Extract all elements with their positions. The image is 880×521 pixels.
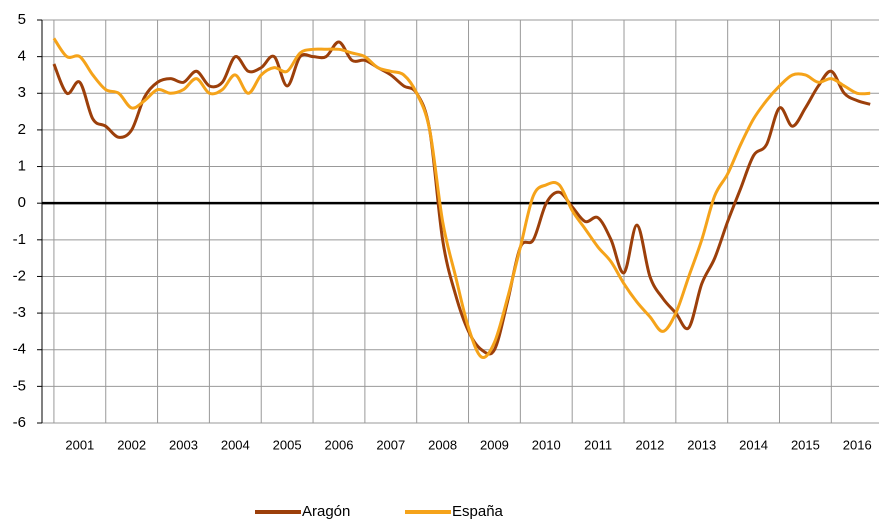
y-tick-label: -4: [13, 341, 26, 358]
y-tick-label: -5: [13, 377, 26, 394]
y-tick-label: 0: [18, 194, 26, 211]
x-tick-label: 2008: [428, 437, 457, 452]
y-tick-label: 2: [18, 121, 26, 138]
series-line: [52, 37, 871, 359]
x-tick-label: 2016: [843, 437, 872, 452]
y-tick-label: -3: [13, 304, 26, 321]
x-tick-label: 2011: [584, 437, 612, 452]
series-line: [52, 40, 871, 356]
y-tick-label: -1: [13, 231, 26, 248]
legend-label: Aragón: [302, 503, 350, 520]
x-tick-label: 2010: [532, 437, 561, 452]
x-tick-label: 2009: [480, 437, 509, 452]
x-tick-label: 2014: [739, 437, 768, 452]
x-tick-label: 2013: [687, 437, 716, 452]
x-tick-label: 2004: [221, 437, 250, 452]
y-tick-label: 4: [18, 48, 26, 65]
y-tick-label: -2: [13, 267, 26, 284]
x-tick-label: 2006: [325, 437, 354, 452]
y-tick-label: -6: [13, 414, 26, 431]
x-tick-label: 2015: [791, 437, 820, 452]
y-tick-label: 5: [18, 11, 26, 28]
x-tick-label: 2007: [376, 437, 405, 452]
x-tick-label: 2005: [273, 437, 302, 452]
x-tick-label: 2001: [65, 437, 94, 452]
x-tick-label: 2002: [117, 437, 146, 452]
legend-label: España: [452, 503, 504, 520]
y-tick-label: 3: [18, 84, 26, 101]
x-tick-label: 2003: [169, 437, 198, 452]
x-tick-label: 2012: [635, 437, 664, 452]
y-tick-label: 1: [18, 158, 26, 175]
